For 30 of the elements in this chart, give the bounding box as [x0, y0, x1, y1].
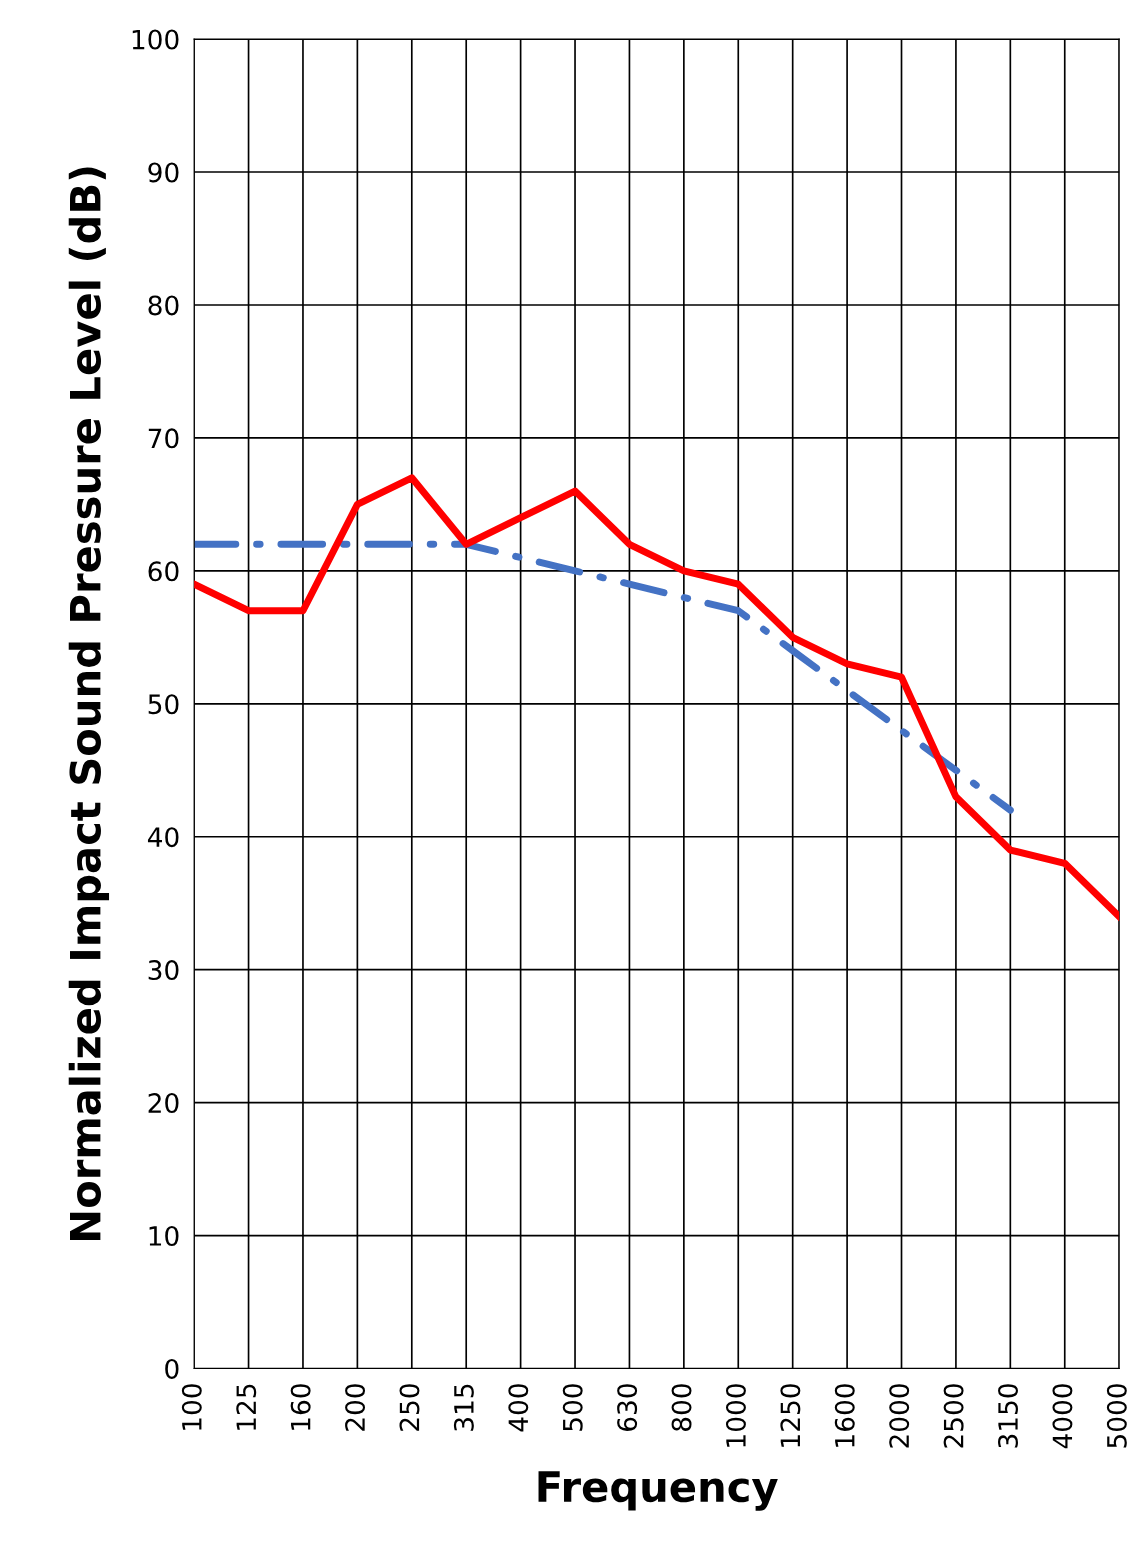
x-axis-title: Frequency [538, 1471, 778, 1511]
y-tick-label: 90 [148, 162, 179, 183]
x-tick-label: 400 [508, 1384, 529, 1432]
y-tick-label: 100 [132, 29, 179, 50]
x-tick-label: 1250 [780, 1384, 801, 1447]
x-tick-label: 200 [345, 1384, 366, 1431]
y-tick-label: 10 [149, 1226, 179, 1246]
x-tick-label: 5000 [1106, 1384, 1127, 1448]
x-tick-label: 1000 [725, 1384, 746, 1447]
y-tick-label: 0 [165, 1358, 179, 1379]
x-tick-label: 2000 [889, 1384, 910, 1448]
y-tick-label: 60 [148, 561, 179, 582]
x-tick-label: 125 [236, 1384, 257, 1430]
y-tick-label: 80 [148, 295, 179, 316]
x-tick-label: 800 [671, 1384, 692, 1431]
y-tick-label: 50 [148, 694, 179, 715]
x-tick-label: 1600 [834, 1384, 855, 1447]
x-tick-label: 630 [617, 1384, 638, 1431]
y-axis-title: Normalized Impact Sound Pressure Level (dB) [68, 167, 110, 1240]
y-tick-label: 40 [147, 827, 179, 848]
y-tick-label: 30 [148, 960, 179, 981]
x-tick-label: 315 [453, 1384, 474, 1431]
x-tick-label: 250 [399, 1384, 420, 1431]
x-tick-label: 3150 [998, 1384, 1018, 1448]
y-tick-label: 20 [148, 1093, 179, 1114]
x-tick-label: 2500 [943, 1384, 964, 1448]
y-tick-label: 70 [148, 428, 179, 449]
x-tick-label: 160 [290, 1384, 311, 1430]
x-tick-label: 4000 [1052, 1384, 1073, 1449]
x-tick-label: 500 [562, 1384, 583, 1431]
